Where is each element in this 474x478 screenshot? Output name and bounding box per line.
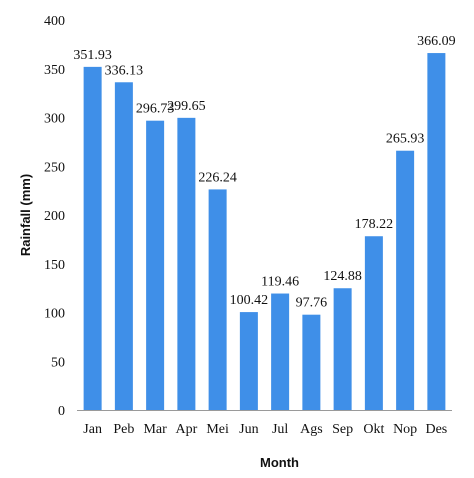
bar-ags: [302, 314, 321, 410]
x-axis-title: Month: [260, 455, 299, 470]
y-tick-label: 200: [44, 209, 65, 224]
bar-okt: [364, 236, 383, 410]
data-label: 296.73: [136, 102, 175, 117]
y-tick-label: 400: [44, 14, 65, 29]
x-tick-label: Jul: [272, 422, 288, 437]
data-label: 97.76: [296, 296, 328, 311]
bar-mei: [208, 189, 227, 410]
bar-apr: [177, 117, 196, 410]
x-tick-label: Des: [425, 422, 447, 437]
data-label: 366.09: [417, 34, 456, 49]
data-label: 119.46: [261, 275, 299, 290]
data-label: 100.42: [230, 293, 269, 308]
x-tick-label: Ags: [300, 422, 323, 437]
bar-jul: [271, 293, 290, 410]
y-tick-label: 50: [51, 355, 65, 370]
bar-nop: [396, 150, 415, 410]
x-axis-ticks: Jan Peb Mar Apr Mei Jun Jul Ags Sep Okt Nop Des: [83, 422, 447, 437]
y-tick-label: 0: [58, 404, 65, 419]
bar-sep: [333, 288, 352, 410]
data-label: 178.22: [355, 217, 394, 232]
y-tick-label: 150: [44, 258, 65, 273]
y-tick-label: 100: [44, 307, 65, 322]
bar-jun: [239, 312, 258, 410]
x-tick-label: Peb: [113, 422, 134, 437]
y-tick-label: 250: [44, 160, 65, 175]
data-label: 124.88: [323, 269, 362, 284]
bar-peb: [114, 82, 133, 410]
data-label: 265.93: [386, 132, 425, 147]
data-label: 226.24: [198, 170, 237, 185]
y-tick-label: 300: [44, 112, 65, 127]
x-tick-label: Mar: [143, 422, 167, 437]
bar-des: [427, 53, 446, 410]
bars-group: [83, 53, 446, 411]
x-tick-label: Okt: [363, 422, 384, 437]
bar-mar: [146, 120, 165, 411]
y-tick-label: 350: [44, 63, 65, 78]
y-axis-ticks: 0 50 100 150 200 250 300 350 400: [44, 14, 65, 419]
x-tick-label: Jan: [83, 422, 102, 437]
bar-jan: [83, 66, 102, 410]
x-tick-label: Nop: [393, 422, 417, 437]
data-label: 336.13: [105, 63, 144, 78]
x-tick-label: Apr: [175, 422, 197, 437]
data-label: 351.93: [73, 48, 112, 63]
y-axis-title: Rainfall (mm): [18, 174, 33, 256]
x-tick-label: Jun: [239, 422, 258, 437]
x-tick-label: Sep: [332, 422, 353, 437]
x-tick-label: Mei: [206, 422, 229, 437]
data-label: 299.65: [167, 99, 206, 114]
